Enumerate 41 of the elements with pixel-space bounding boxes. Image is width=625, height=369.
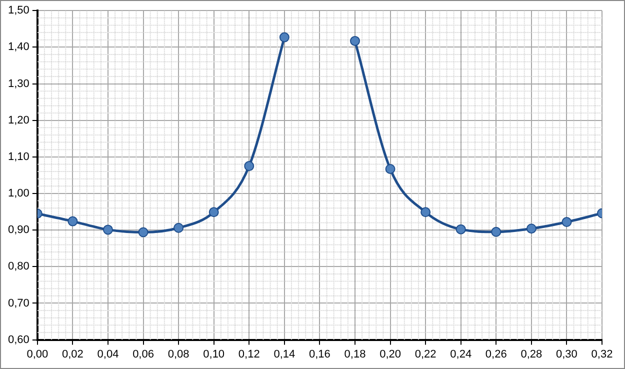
x-tick-label: 0,32 bbox=[591, 348, 613, 360]
x-tick-label: 0,08 bbox=[168, 348, 190, 360]
x-tick-label: 0,26 bbox=[485, 348, 507, 360]
x-tick-label: 0,00 bbox=[26, 348, 48, 360]
x-tick-label: 0,06 bbox=[132, 348, 154, 360]
x-tick-label: 0,30 bbox=[556, 348, 578, 360]
y-tick-label: 1,40 bbox=[8, 41, 30, 54]
y-tick-label: 0,60 bbox=[8, 334, 30, 346]
point bbox=[138, 227, 148, 238]
point bbox=[456, 224, 466, 234]
point bbox=[279, 32, 290, 42]
y-tick-label: 1,30 bbox=[8, 78, 30, 90]
point bbox=[244, 161, 254, 172]
x-tick-label: 0,22 bbox=[414, 348, 436, 360]
x-tick-label: 0,24 bbox=[450, 348, 472, 360]
point bbox=[420, 207, 431, 218]
point bbox=[208, 207, 219, 218]
y-tick-label: 1,10 bbox=[8, 150, 30, 163]
point bbox=[526, 224, 536, 234]
point bbox=[102, 224, 113, 235]
x-tick-label: 0,18 bbox=[344, 348, 366, 360]
y-tick-label: 0,80 bbox=[8, 260, 30, 273]
x-tick-label: 0,14 bbox=[274, 348, 296, 360]
x-tick-label: 0,28 bbox=[520, 348, 542, 360]
y-tick-label: 1,00 bbox=[8, 188, 30, 200]
point bbox=[562, 217, 572, 228]
x-tick-label: 0,20 bbox=[380, 348, 401, 360]
point bbox=[174, 222, 184, 233]
x-tick-label: 0,16 bbox=[308, 348, 330, 360]
y-tick-label: 0,90 bbox=[8, 224, 30, 236]
y-tick-label: 1,50 bbox=[8, 4, 30, 17]
point bbox=[385, 164, 396, 174]
x-tick-label: 0,02 bbox=[62, 348, 84, 360]
y-tick-label: 0,70 bbox=[8, 297, 30, 310]
x-tick-label: 0,10 bbox=[203, 348, 225, 360]
x-tick-label: 0,12 bbox=[238, 348, 260, 360]
point bbox=[68, 216, 78, 226]
y-tick-label: 1,20 bbox=[8, 114, 30, 126]
point bbox=[491, 226, 502, 237]
point bbox=[350, 36, 360, 46]
x-tick-label: 0,04 bbox=[97, 348, 119, 360]
